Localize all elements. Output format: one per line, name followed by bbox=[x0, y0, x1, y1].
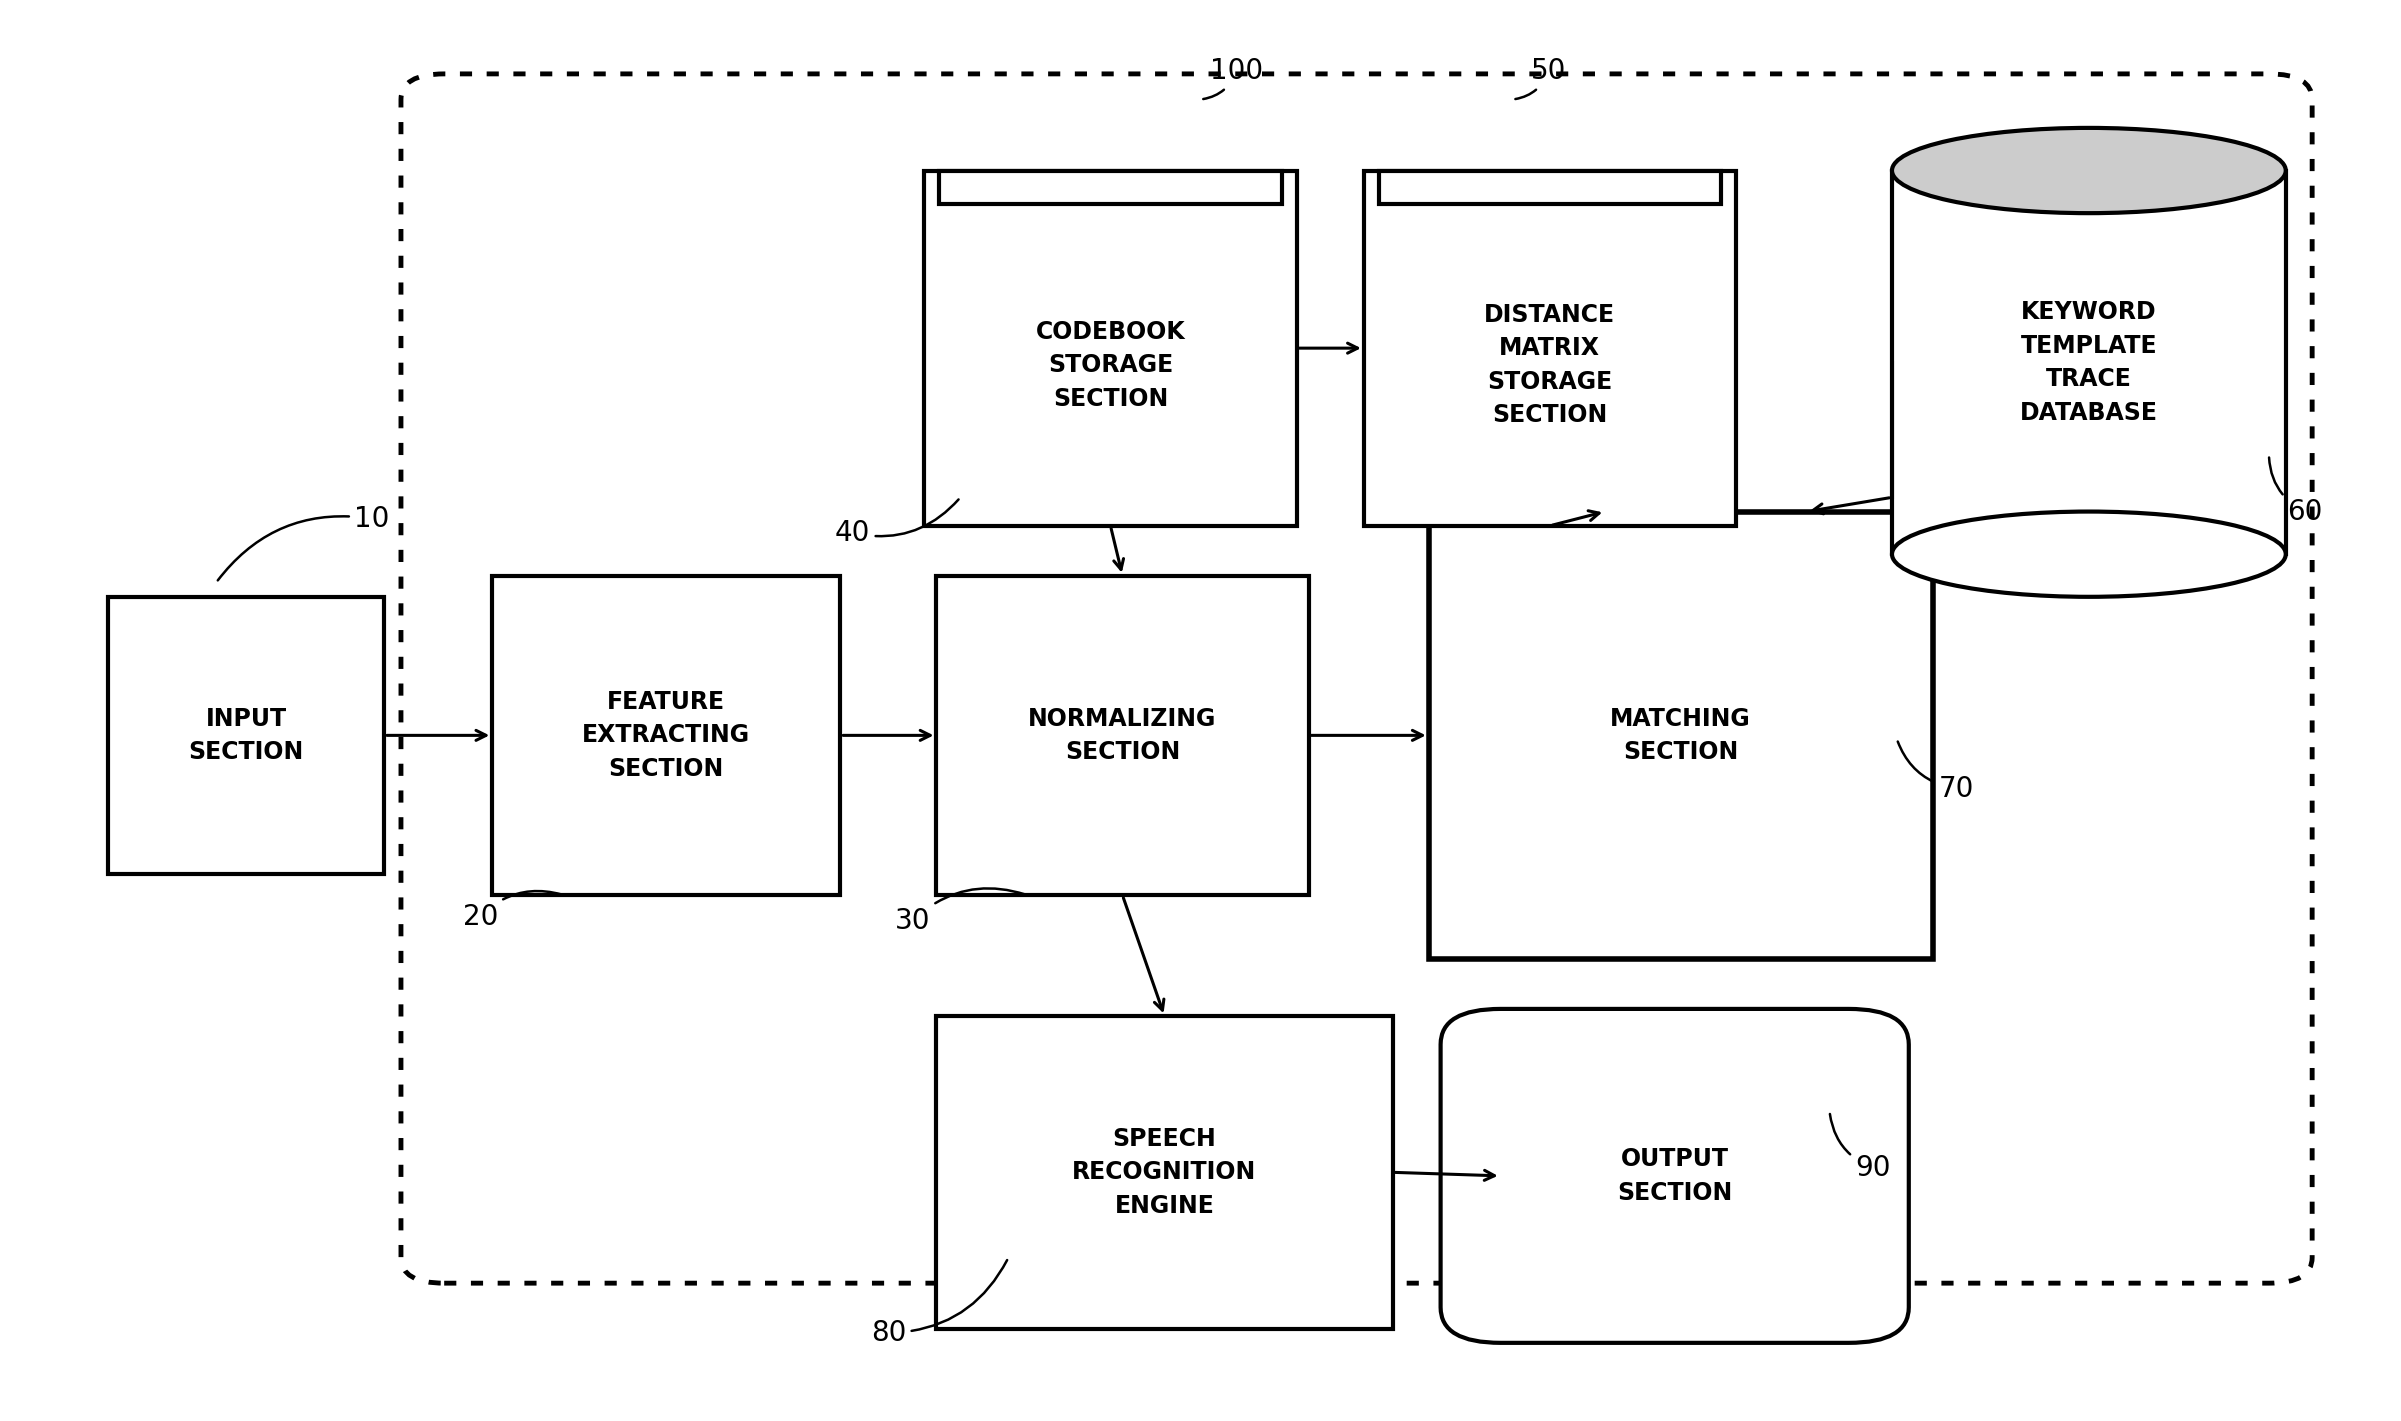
Bar bbox=[936, 576, 1309, 895]
Text: 10: 10 bbox=[218, 504, 389, 580]
FancyBboxPatch shape bbox=[1441, 1009, 1909, 1343]
Text: NORMALIZING
SECTION: NORMALIZING SECTION bbox=[1028, 706, 1217, 764]
Text: KEYWORD
TEMPLATE
TRACE
DATABASE: KEYWORD TEMPLATE TRACE DATABASE bbox=[2019, 300, 2158, 425]
Text: DISTANCE
MATRIX
STORAGE
SECTION: DISTANCE MATRIX STORAGE SECTION bbox=[1484, 303, 1616, 428]
Bar bbox=[924, 171, 1297, 526]
Ellipse shape bbox=[1892, 128, 2286, 213]
Text: 100: 100 bbox=[1203, 57, 1263, 99]
Bar bbox=[936, 1016, 1393, 1329]
Text: 60: 60 bbox=[2269, 458, 2322, 526]
Text: 50: 50 bbox=[1515, 57, 1565, 99]
Bar bbox=[492, 576, 840, 895]
Bar bbox=[1378, 171, 1722, 205]
Text: SPEECH
RECOGNITION
ENGINE: SPEECH RECOGNITION ENGINE bbox=[1073, 1127, 1256, 1218]
Text: OUTPUT
SECTION: OUTPUT SECTION bbox=[1616, 1147, 1734, 1205]
Ellipse shape bbox=[1892, 512, 2286, 597]
Text: 30: 30 bbox=[896, 888, 1025, 935]
Text: 40: 40 bbox=[836, 499, 958, 547]
Text: 90: 90 bbox=[1830, 1114, 1890, 1182]
Bar bbox=[1364, 171, 1736, 526]
Text: 80: 80 bbox=[872, 1260, 1006, 1347]
Text: INPUT
SECTION: INPUT SECTION bbox=[187, 706, 305, 764]
Text: CODEBOOK
STORAGE
SECTION: CODEBOOK STORAGE SECTION bbox=[1035, 320, 1186, 411]
Bar bbox=[1429, 512, 1933, 959]
Bar bbox=[108, 597, 384, 874]
Bar bbox=[1892, 171, 2286, 554]
Text: FEATURE
EXTRACTING
SECTION: FEATURE EXTRACTING SECTION bbox=[581, 689, 752, 782]
Text: MATCHING
SECTION: MATCHING SECTION bbox=[1611, 706, 1750, 764]
Text: 20: 20 bbox=[463, 891, 562, 931]
Bar bbox=[939, 171, 1282, 205]
Text: 70: 70 bbox=[1897, 742, 1974, 803]
